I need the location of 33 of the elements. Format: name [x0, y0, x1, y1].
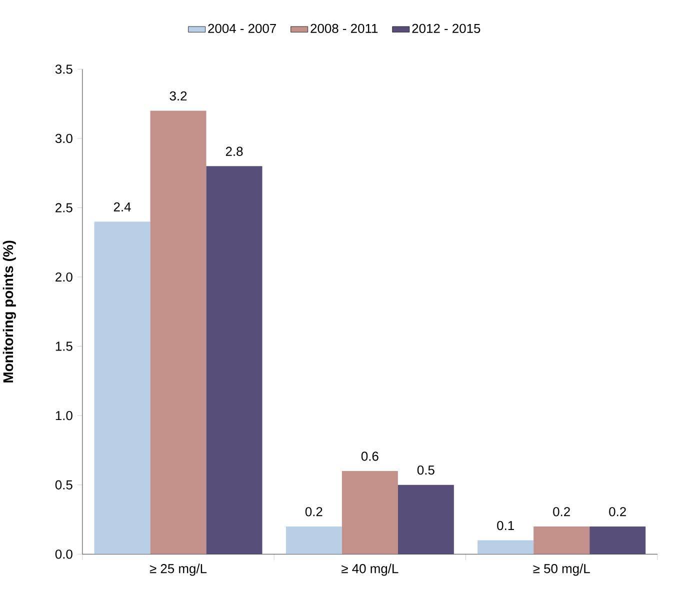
bar: [286, 526, 342, 554]
data-label: 3.2: [170, 91, 187, 101]
y-tick-label: 3.0: [55, 134, 72, 144]
bar: [342, 471, 398, 554]
legend-label: 2008 - 2011: [310, 24, 378, 34]
y-tick-label: 2.5: [56, 203, 72, 212]
data-label: 0.2: [553, 507, 570, 516]
bar: [534, 526, 590, 554]
y-tick-label: 1.0: [56, 411, 72, 420]
data-label: 2.4: [114, 202, 131, 212]
bar: [94, 222, 150, 554]
legend-label: 2012 - 2015: [412, 24, 480, 34]
y-tick-label: 0.0: [55, 550, 72, 559]
bar: [590, 526, 646, 554]
bar: [150, 110, 206, 554]
y-tick-label: 3.5: [55, 64, 72, 74]
y-tick-label: 0.5: [55, 480, 72, 490]
y-tick-label: 2.0: [56, 272, 72, 282]
x-tick-label: ≥ 40 mg/L: [342, 564, 398, 576]
legend-label: 2004 - 2007: [208, 24, 276, 34]
data-label: 0.1: [497, 520, 514, 530]
x-tick-label: ≥ 50 mg/L: [533, 564, 590, 576]
bar: [398, 484, 454, 554]
bar: [206, 166, 262, 554]
data-label: 0.2: [305, 507, 322, 516]
data-label: 2.8: [226, 146, 243, 156]
data-label: 0.5: [417, 466, 434, 475]
data-label: 0.6: [361, 452, 378, 461]
y-axis-title: Monitoring points (%): [2, 240, 16, 382]
bar: [478, 540, 534, 554]
x-tick-label: ≥ 25 mg/L: [150, 564, 207, 576]
data-label: 0.2: [609, 507, 626, 516]
y-tick-label: 1.5: [56, 342, 72, 351]
